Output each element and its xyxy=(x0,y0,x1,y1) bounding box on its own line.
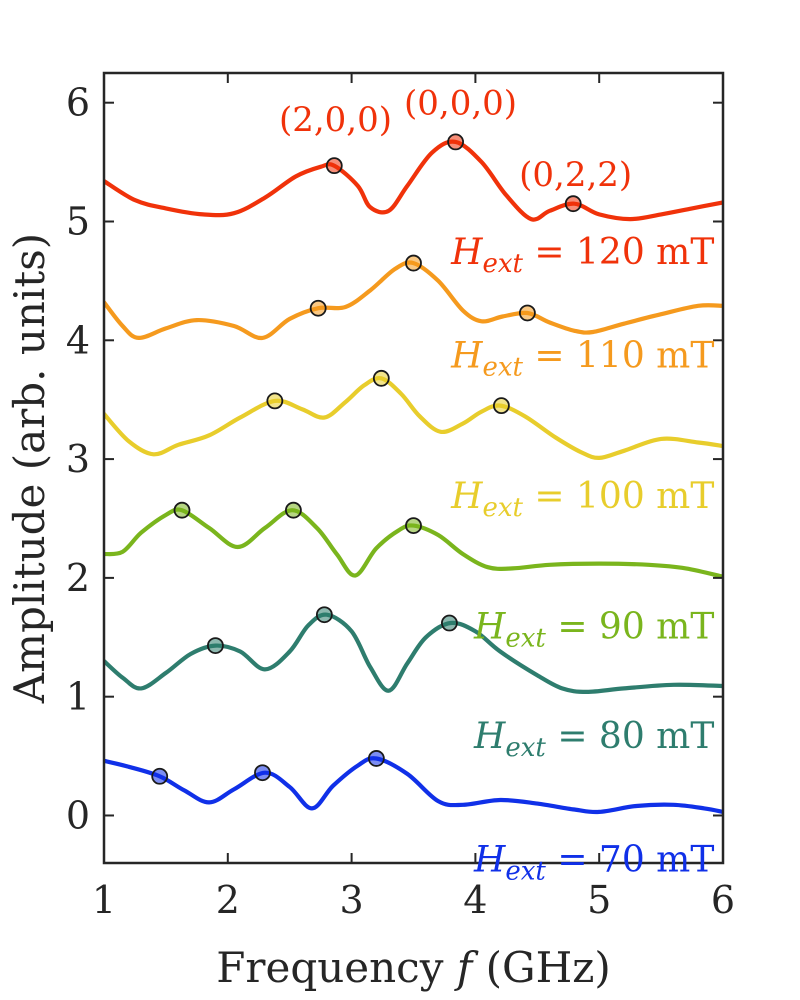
peak-marker-80-mt-2 xyxy=(315,606,333,624)
peak-marker-100-mt-1 xyxy=(266,392,284,410)
peak-marker-90-mt-3 xyxy=(405,517,422,535)
peak-marker-90-mt-2 xyxy=(285,501,302,519)
x-tick-label-5: 5 xyxy=(587,878,611,922)
peak-marker-110-mt-2 xyxy=(405,254,422,272)
y-axis-title: Amplitude (arb. units) xyxy=(5,233,54,704)
peak-marker-70-mt-2 xyxy=(254,764,271,782)
series-label-110-mt: Hext = 110 mT xyxy=(450,336,714,383)
x-axis-title: Frequency f (GHz) xyxy=(216,943,611,992)
y-tick-label-1: 1 xyxy=(66,675,90,719)
peak-marker-70-mt-1 xyxy=(151,767,169,785)
y-tick-label-3: 3 xyxy=(66,437,90,481)
series-line-100-mt xyxy=(104,375,723,460)
x-tick-label-4: 4 xyxy=(463,878,487,922)
x-tick-label-6: 6 xyxy=(711,878,735,922)
series-line-120-mt xyxy=(104,139,723,222)
x-tick-label-1: 1 xyxy=(92,878,116,922)
series-line-80-mt xyxy=(104,612,723,694)
plot-frame xyxy=(102,71,725,865)
peak-marker-100-mt-3 xyxy=(492,397,510,415)
peak-marker-120-mt-3 xyxy=(564,195,582,213)
y-tick-label-4: 4 xyxy=(66,318,90,362)
labels-layer: Hext = 70 mT Hext = 80 mT Hext = 90 mT Hext… xyxy=(151,84,714,886)
x-tick-label-3: 3 xyxy=(340,878,364,922)
x-tick-label-2: 2 xyxy=(216,878,240,922)
peak-marker-80-mt-3 xyxy=(441,614,458,632)
y-tick-label-2: 2 xyxy=(66,556,90,600)
series-line-110-mt xyxy=(104,260,723,341)
peak-marker-110-mt-3 xyxy=(518,304,536,322)
y-tick-label-6: 6 xyxy=(66,81,90,125)
peak-marker-110-mt-1 xyxy=(309,299,327,317)
peak-marker-120-mt-1 xyxy=(325,157,343,175)
mode-annotation-3: (0,2,2) xyxy=(519,155,632,195)
series-label-70-mt: Hext = 70 mT xyxy=(473,839,714,886)
series-label-80-mt: Hext = 80 mT xyxy=(473,716,714,763)
y-tick-label-5: 5 xyxy=(66,199,90,243)
mode-annotation-1: (2,0,0) xyxy=(279,100,392,140)
series-line-70-mt xyxy=(104,756,723,815)
series-label-120-mt: Hext = 120 mT xyxy=(450,232,714,279)
peak-marker-70-mt-3 xyxy=(367,750,385,767)
peak-marker-90-mt-1 xyxy=(173,501,191,519)
peak-marker-120-mt-2 xyxy=(447,133,464,151)
y-tick-label-0: 0 xyxy=(66,793,90,837)
peak-marker-80-mt-1 xyxy=(207,637,224,655)
peak-marker-100-mt-2 xyxy=(372,369,390,387)
mode-annotation-2: (0,0,0) xyxy=(404,84,517,124)
series-label-90-mt: Hext = 90 mT xyxy=(473,606,714,653)
series-label-100-mt: Hext = 100 mT xyxy=(450,476,714,523)
